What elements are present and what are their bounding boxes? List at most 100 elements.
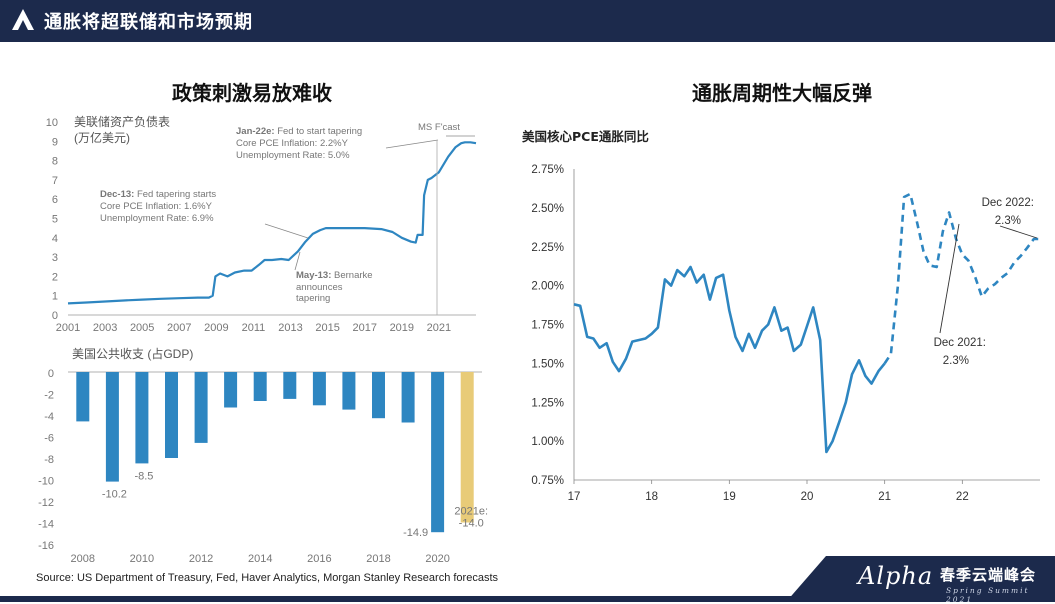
pce-x-tick-label: 17 <box>568 491 581 503</box>
fed-y-tick-label: 8 <box>52 156 58 168</box>
annotation-jan22: Jan-22e: Fed to start tapering <box>236 126 362 137</box>
fed-x-tick-label: 2001 <box>56 322 80 334</box>
deficit-bar-2020 <box>431 372 445 533</box>
annotation-jan22-l2: Core PCE Inflation: 2.2%Y <box>236 138 349 149</box>
deficit-bar-2013 <box>224 372 238 408</box>
fed-y-tick-label: 1 <box>52 291 58 303</box>
fed-x-tick-label: 2013 <box>278 322 302 334</box>
pce-y-tick-label: 2.75% <box>531 164 564 176</box>
deficit-x-tick-label: 2014 <box>248 553 272 565</box>
annotation-arrow-dec13 <box>264 223 309 239</box>
pce-y-tick-label: 2.25% <box>531 242 564 254</box>
pce-x-tick-label: 18 <box>645 491 658 503</box>
right-panel-title: 通胀周期性大幅反弹 <box>692 81 872 105</box>
deficit-bar-2016 <box>312 372 326 406</box>
fed-x-tick-label: 2007 <box>167 322 191 334</box>
brand-name: Alpha <box>858 562 934 590</box>
deficit-data-label: -14.9 <box>403 527 428 539</box>
deficit-y-tick-label: -4 <box>44 411 54 423</box>
annotation-dec2022: Dec 2022: <box>982 197 1034 209</box>
fed-y-tick-label: 7 <box>52 175 58 187</box>
pce-y-tick-label: 2.50% <box>531 203 564 215</box>
annotation-arrow-dec2021 <box>939 223 960 334</box>
annotation-dec2021: Dec 2021: <box>934 337 986 349</box>
pce-y-tick-label: 1.75% <box>531 320 564 332</box>
deficit-data-label: -10.2 <box>102 489 127 501</box>
fed-y-tick-label: 3 <box>52 252 58 264</box>
brand-tagline: Spring Summit 2021 <box>946 586 1030 604</box>
pce-y-tick-label: 1.50% <box>531 358 564 370</box>
annotation-dec2022-value: 2.3% <box>995 215 1021 227</box>
deficit-y-tick-label: -12 <box>38 497 54 509</box>
deficit-data-label: -8.5 <box>134 470 153 482</box>
annotation-arrow-dec2022 <box>999 225 1038 239</box>
fed-y-tick-label: 0 <box>52 310 58 322</box>
fed-y-tick-label: 10 <box>46 117 58 129</box>
deficit-y-tick-label: -2 <box>44 390 54 402</box>
page-title: 通胀将超联储和市场预期 <box>44 12 253 33</box>
deficit-y-tick-label: -8 <box>44 454 54 466</box>
left-panel-title: 政策刺激易放难收 <box>172 81 332 105</box>
fed-x-tick-label: 2005 <box>130 322 154 334</box>
annotation-arrow-jan22 <box>385 139 439 149</box>
fed-x-tick-label: 2019 <box>390 322 414 334</box>
deficit-bar-2014 <box>253 372 267 401</box>
deficit-y-tick-label: 0 <box>48 368 54 380</box>
footer-bar <box>0 596 1055 602</box>
fed-x-tick-label: 2003 <box>93 322 117 334</box>
pce-series-actual <box>573 265 886 454</box>
fed-y-tick-label: 5 <box>52 214 58 226</box>
deficit-bar-2008 <box>76 372 90 422</box>
deficit-x-tick-label: 2020 <box>425 553 449 565</box>
deficit-bar-2017 <box>342 372 356 410</box>
pce-y-tick-label: 0.75% <box>531 475 564 487</box>
deficit-bar-2015 <box>283 372 297 399</box>
pce-unit-label: 美国核心PCE通胀同比 <box>522 129 649 144</box>
pce-y-tick-label: 1.25% <box>531 397 564 409</box>
deficit-bar-2012 <box>194 372 208 443</box>
deficit-x-tick-label: 2008 <box>71 553 95 565</box>
deficit-data-label: -14.0 <box>459 518 484 530</box>
deficit-bar-2018 <box>372 372 385 419</box>
pce-x-tick-label: 20 <box>801 491 814 503</box>
fed-y-tick-label: 2 <box>52 271 58 283</box>
annotation-dec13-l2: Core PCE Inflation: 1.6%Y <box>100 201 213 212</box>
deficit-x-tick-label: 2018 <box>366 553 390 565</box>
brand-name-cn: 春季云端峰会 <box>940 566 1037 584</box>
annotation-may13: May-13: Bernarke <box>296 270 373 281</box>
deficit-unit-label: 美国公共收支 (占GDP) <box>72 346 193 361</box>
deficit-bar-2011 <box>165 372 178 458</box>
deficit-bar-2019 <box>401 372 415 423</box>
annotation-dec13: Dec-13: Fed tapering starts <box>100 189 216 200</box>
pce-x-tick-label: 19 <box>723 491 736 503</box>
annotation-jan22-l3: Unemployment Rate: 5.0% <box>236 150 350 161</box>
fed-y-tick-label: 9 <box>52 136 58 148</box>
deficit-y-tick-label: -16 <box>38 540 54 552</box>
fed-unit-label: 美联储资产负债表 <box>74 114 170 129</box>
fed-x-tick-label: 2015 <box>315 322 339 334</box>
fed-y-tick-label: 4 <box>52 233 58 245</box>
fed-x-tick-label: 2011 <box>242 322 266 334</box>
deficit-bar-2021e <box>460 372 474 523</box>
annotation-dec13-l3: Unemployment Rate: 6.9% <box>100 213 214 224</box>
brand-banner: Alpha 春季云端峰会 Spring Summit 2021 <box>786 556 1055 602</box>
deficit-bar-2009 <box>105 372 119 482</box>
deficit-data-label: 2021e: <box>454 506 488 518</box>
deficit-x-tick-label: 2016 <box>307 553 331 565</box>
deficit-y-tick-label: -14 <box>38 519 54 531</box>
annotation-may13-l3: tapering <box>296 293 330 304</box>
header-bar: 通胀将超联储和市场预期 <box>0 0 1055 42</box>
fed-balance-series-line <box>67 141 477 305</box>
deficit-x-tick-label: 2010 <box>130 553 154 565</box>
source-note: Source: US Department of Treasury, Fed, … <box>36 572 498 584</box>
deficit-x-tick-label: 2012 <box>189 553 213 565</box>
ms-forecast-label: MS F'cast <box>418 122 460 133</box>
pce-x-tick-label: 22 <box>956 491 969 503</box>
fed-x-tick-label: 2009 <box>204 322 228 334</box>
pce-x-tick-label: 21 <box>878 491 891 503</box>
annotation-dec2021-value: 2.3% <box>943 355 969 367</box>
annotation-arrow-may13 <box>294 251 301 271</box>
